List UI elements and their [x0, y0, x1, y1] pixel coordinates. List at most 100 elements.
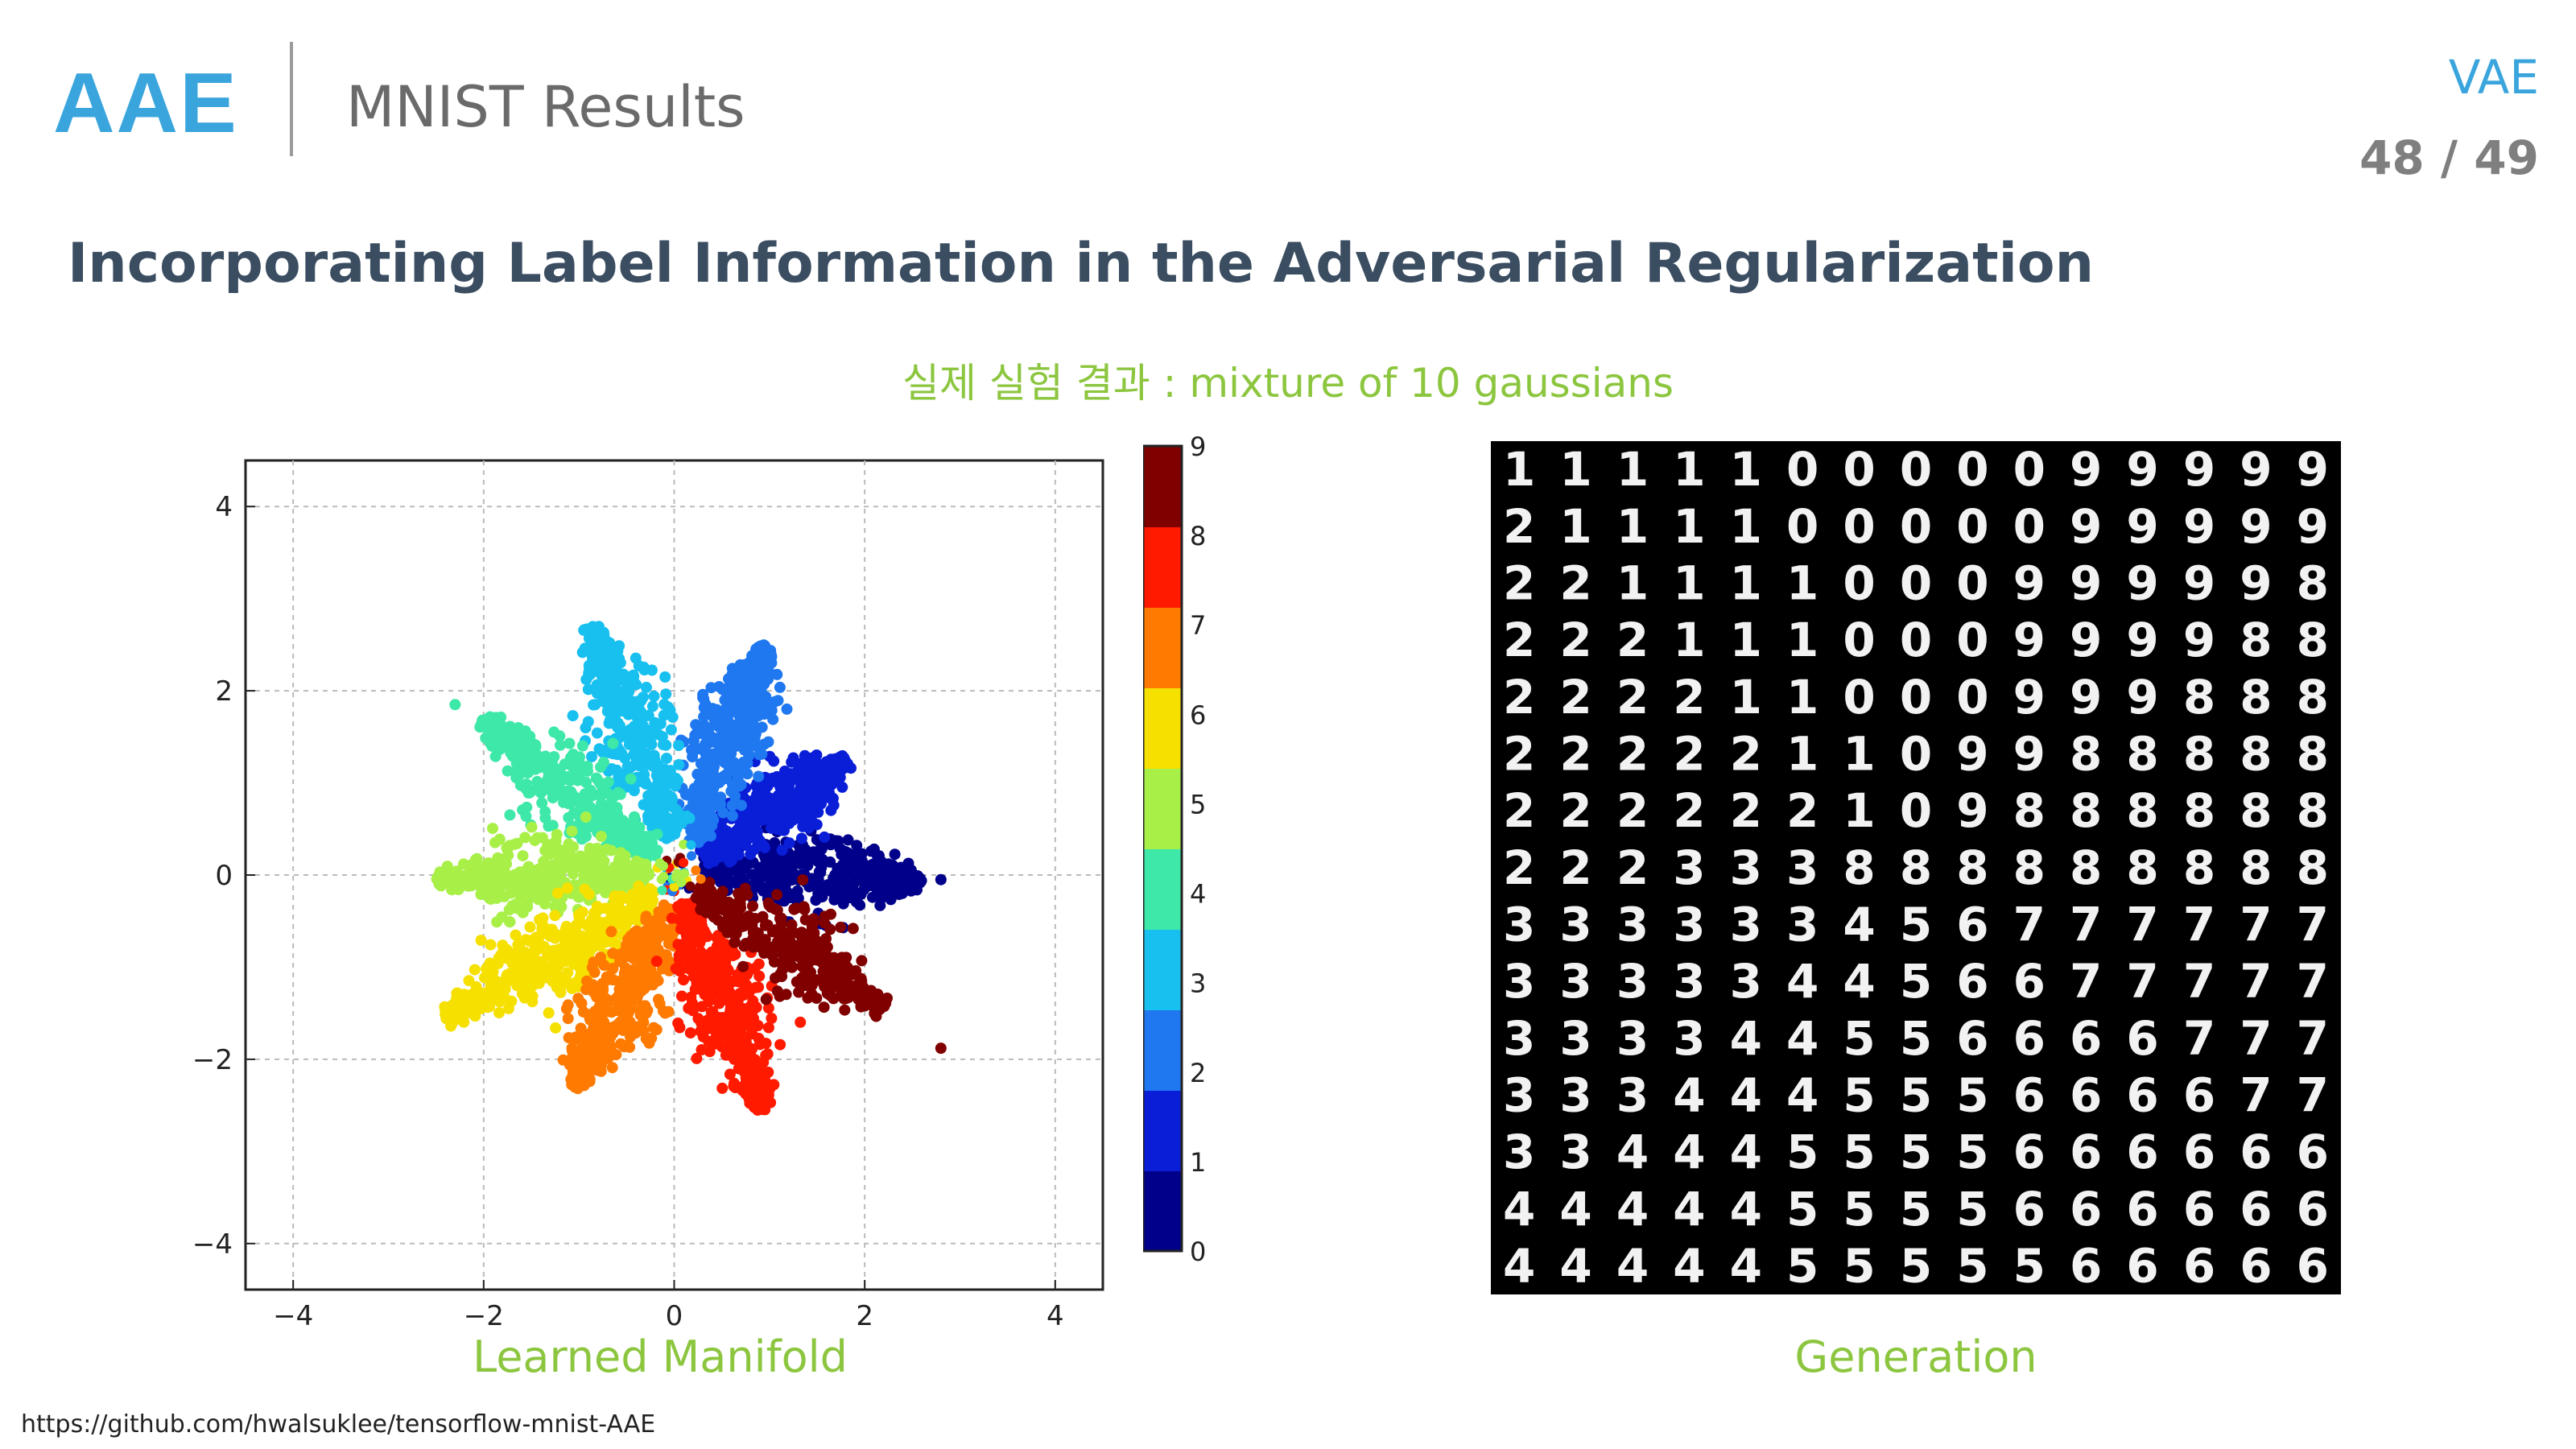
scatter-point: [584, 864, 596, 876]
scatter-point: [575, 765, 587, 777]
scatter-point: [580, 984, 592, 996]
scatter-point: [709, 972, 721, 985]
generated-digit: 9: [2013, 613, 2046, 667]
scatter-point: [617, 820, 629, 832]
scatter-point: [519, 832, 531, 844]
scatter-point: [586, 961, 598, 973]
generated-digit: 8: [2240, 783, 2272, 838]
scatter-point: [595, 1044, 607, 1056]
scatter-point: [591, 687, 603, 700]
scatter-point: [552, 849, 564, 861]
generated-digit: 6: [2070, 1011, 2102, 1066]
generated-digit: 0: [1900, 670, 1932, 724]
scatter-point: [796, 972, 808, 984]
generated-digit: 4: [1786, 1068, 1818, 1123]
generated-digit: 8: [2297, 670, 2329, 724]
scatter-point: [629, 890, 641, 902]
colorbar-tick-label: 7: [1190, 610, 1206, 641]
scatter-point: [595, 831, 607, 842]
scatter-point: [609, 696, 621, 708]
generated-digit: 2: [1559, 840, 1591, 895]
scatter-point: [842, 834, 854, 846]
scatter-point: [555, 860, 567, 872]
generated-digit: 0: [1900, 727, 1932, 782]
generated-digit: 5: [1900, 898, 1932, 952]
scatter-point: [560, 1003, 572, 1015]
scatter-point: [824, 923, 836, 935]
generated-digit: 3: [1673, 898, 1705, 952]
scatter-point: [705, 682, 717, 694]
scatter-point: [733, 1055, 745, 1067]
generated-digit: 6: [2297, 1239, 2329, 1294]
generated-digit: 2: [1559, 783, 1591, 838]
scatter-point: [733, 848, 745, 861]
scatter-point: [702, 1014, 714, 1026]
scatter-point: [654, 718, 667, 730]
generated-digit: 2: [1673, 783, 1705, 838]
scatter-point: [500, 732, 512, 744]
scatter-point: [648, 1022, 659, 1034]
scatter-point: [771, 889, 783, 901]
scatter-point: [605, 973, 617, 985]
scatter-point: [737, 676, 749, 688]
scatter-point: [646, 837, 658, 849]
scatter-point: [678, 974, 689, 986]
scatter-point: [449, 699, 461, 711]
slide-headline: Incorporating Label Information in the A…: [68, 232, 2095, 295]
generated-digit: 0: [2013, 442, 2046, 497]
scatter-point: [749, 1096, 762, 1108]
scatter-point: [512, 886, 524, 898]
source-link[interactable]: https://github.com/hwalsuklee/tensorflow…: [21, 1410, 656, 1439]
scatter-point: [840, 952, 852, 964]
generated-digit: 2: [1503, 556, 1535, 611]
scatter-point: [639, 775, 651, 787]
scatter-point: [762, 1022, 774, 1034]
generated-digit: 9: [2240, 499, 2272, 554]
scatter-point: [717, 921, 729, 933]
scatter-point: [691, 865, 701, 876]
scatter-point: [758, 885, 770, 897]
scatter-point: [658, 861, 668, 871]
scatter-point: [806, 924, 818, 936]
scatter-point: [613, 704, 625, 716]
generated-digit: 9: [2126, 670, 2158, 724]
scatter-point: [763, 667, 775, 679]
scatter-point: [691, 782, 703, 795]
scatter-point: [697, 885, 709, 897]
scatter-point: [477, 873, 489, 885]
generated-digit: 7: [2126, 954, 2158, 1009]
generated-digit: 5: [1843, 1125, 1875, 1179]
scatter-point: [607, 962, 619, 974]
scatter-point: [504, 809, 516, 821]
scatter-point: [763, 700, 774, 712]
scatter-point: [662, 789, 674, 800]
generated-digit: 4: [1730, 1125, 1762, 1179]
scatter-point: [825, 908, 836, 920]
scatter-point: [766, 1013, 778, 1024]
scatter-point: [579, 932, 591, 944]
scatter-point: [522, 787, 535, 799]
scatter-point: [548, 726, 560, 738]
scatter-point: [582, 683, 594, 696]
scatter-point: [438, 870, 450, 882]
scatter-point: [519, 865, 531, 877]
scatter-point: [714, 798, 726, 810]
generated-digit: 7: [2070, 954, 2102, 1009]
scatter-point: [547, 786, 559, 798]
generated-digit: 7: [2240, 954, 2272, 1009]
scatter-point: [770, 805, 782, 817]
scatter-point: [651, 927, 663, 939]
scatter-point: [475, 935, 487, 947]
scatter-point: [648, 690, 660, 702]
scatter-point: [659, 671, 671, 683]
scatter-point: [487, 823, 498, 835]
generated-digit: 6: [2013, 1011, 2046, 1066]
scatter-point: [701, 746, 712, 758]
generated-digit: 8: [2297, 727, 2329, 782]
scatter-point: [589, 935, 601, 947]
scatter-point: [512, 971, 524, 983]
scatter-point: [589, 699, 601, 711]
scatter-point: [769, 837, 781, 848]
generated-digit: 5: [1956, 1239, 1988, 1294]
scatter-point: [630, 855, 642, 867]
